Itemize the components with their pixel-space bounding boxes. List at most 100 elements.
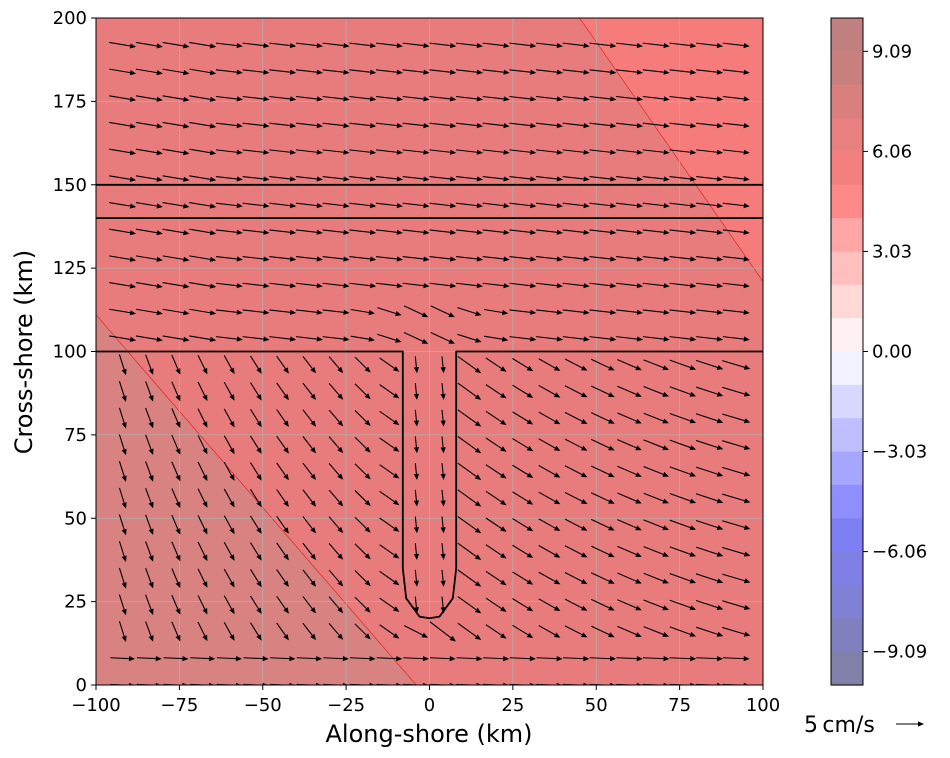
quiver-arrow-5-0: [109, 175, 137, 182]
quiver-arrow-1-11: [402, 69, 430, 75]
quiver-arrow-21-16: [538, 598, 561, 611]
quiver-arrow-22-17: [564, 625, 588, 638]
quiver-arrow-20-13: [457, 569, 482, 587]
quiver-arrow-20-1: [145, 567, 154, 589]
quiver-arrow-11-5: [242, 336, 270, 342]
quiver-arrow-15-2: [171, 434, 181, 455]
quiver-arrow-0-8: [322, 42, 350, 49]
quiver-arrow-2-23: [722, 95, 750, 102]
contour-shelf-break-with-canyon: [96, 350, 763, 620]
quiver-arrow-11-12: [430, 331, 455, 344]
quiver-arrow-15-21: [669, 439, 697, 450]
quiver-arrow-22-0: [118, 621, 127, 642]
quiver-arrow-18-14: [485, 517, 507, 532]
quiver-arrow-20-16: [538, 571, 561, 585]
quiver-arrow-3-21: [669, 122, 697, 129]
quiver-arrow-0-22: [696, 42, 724, 49]
quiver-arrow-23-9: [350, 656, 376, 662]
quiver-arrow-3-23: [722, 122, 750, 129]
quiver-arrow-7-17: [562, 229, 590, 235]
quiver-arrow-18-10: [379, 517, 400, 532]
quiver-arrow-23-23: [722, 656, 750, 662]
quiver-arrow-11-21: [669, 336, 697, 342]
quiver-arrow-20-22: [695, 573, 724, 584]
quiver-arrow-19-18: [590, 545, 615, 558]
quiver-arrow-9-14: [482, 282, 510, 289]
quiver-arrow-18-0: [118, 514, 127, 536]
quiver-arrow-3-12: [429, 122, 457, 129]
quiver-arrow-9-7: [295, 282, 323, 289]
quiver-arrow-16-22: [695, 466, 724, 477]
quiver-arrow-9-15: [509, 282, 537, 289]
quiver-arrow-1-17: [562, 69, 590, 75]
quiver-arrow-20-19: [617, 572, 642, 584]
colorbar-tick-label-0: 9.09: [872, 41, 912, 62]
quiver-arrow-4-0: [109, 148, 137, 156]
quiver-arrow-4-23: [722, 149, 750, 155]
quiver-arrow-2-13: [456, 95, 483, 102]
quiver-arrow-3-9: [349, 122, 377, 129]
quiver-arrow-21-7: [302, 596, 316, 614]
quiver-arrow-10-21: [669, 309, 697, 315]
quiver-arrow-15-10: [379, 437, 400, 452]
quiver-arrow-2-17: [562, 95, 590, 102]
quiver-arrow-8-17: [562, 256, 590, 262]
quiver-arrow-23-0: [110, 656, 135, 662]
quiver-arrow-1-3: [189, 68, 217, 76]
quiver-arrow-1-22: [696, 69, 724, 75]
quiver-arrow-6-18: [589, 202, 617, 209]
x-tick-label-1: −75: [160, 695, 198, 716]
quiver-arrow-22-2: [171, 621, 181, 642]
quiver-arrow-14-9: [354, 410, 371, 426]
quiver-arrow-3-18: [589, 122, 617, 129]
quiver-arrow-13-12: [440, 383, 446, 400]
quiver-arrow-15-6: [276, 435, 289, 454]
quiver-arrow-1-23: [722, 69, 750, 75]
quiver-arrow-16-23: [722, 466, 751, 477]
colorbar-level-5: [831, 184, 863, 219]
quiver-arrow-5-7: [295, 175, 323, 182]
quiver-arrow-18-3: [197, 515, 208, 535]
quiver-arrow-16-3: [197, 461, 208, 482]
x-tick-label-7: 75: [668, 695, 691, 716]
quiver-arrow-8-22: [696, 256, 724, 262]
quiver-arrow-7-14: [482, 229, 510, 235]
quiver-arrow-19-21: [669, 546, 697, 557]
colorbar-tick-label-4: −3.03: [872, 442, 927, 463]
quiver-arrow-18-19: [617, 519, 642, 531]
quiver-arrow-10-3: [189, 308, 217, 316]
quiver-arrow-5-22: [696, 175, 724, 182]
quiver-arrow-21-20: [643, 599, 669, 611]
quiver-arrow-18-7: [302, 516, 316, 534]
quiver-arrow-19-2: [171, 541, 181, 562]
quiver-arrow-19-1: [145, 541, 154, 562]
quiver-arrow-21-3: [197, 595, 208, 615]
colorbar-level-9: [831, 318, 863, 353]
quiver-arrow-4-22: [696, 149, 724, 155]
quiver-arrow-17-1: [145, 487, 154, 509]
quiver-arrow-10-17: [562, 309, 590, 315]
quiver-arrow-11-17: [562, 336, 590, 342]
quiver-arrow-22-13: [457, 622, 482, 640]
quiver-arrow-23-13: [456, 656, 483, 662]
quiver-arrow-1-0: [109, 68, 137, 76]
quiver-arrow-8-2: [162, 255, 190, 262]
quiver-arrow-19-7: [302, 542, 316, 561]
quiver-arrow-13-0: [118, 380, 127, 402]
quiver-arrow-9-12: [429, 282, 457, 289]
colorbar-level-12: [831, 418, 863, 453]
quiver-arrow-17-0: [118, 487, 127, 509]
x-axis-title: Along-shore (km): [325, 720, 532, 748]
quiver-arrow-8-15: [509, 256, 537, 262]
quiver-arrow-3-7: [295, 122, 323, 129]
quiver-arrow-12-21: [669, 359, 697, 370]
quiver-arrow-10-15: [509, 309, 537, 315]
plot-area: [96, 18, 763, 685]
quiver-arrow-21-14: [485, 597, 507, 612]
quiver-arrow-15-17: [564, 438, 588, 451]
quiver-arrow-18-17: [564, 518, 588, 531]
quiver-arrow-8-11: [402, 256, 430, 262]
quiver-arrow-17-5: [249, 488, 262, 508]
x-axis: −100 −75 −50 −25 0 25 50 75 100: [71, 685, 780, 716]
quiver-arrow-14-22: [695, 413, 724, 424]
